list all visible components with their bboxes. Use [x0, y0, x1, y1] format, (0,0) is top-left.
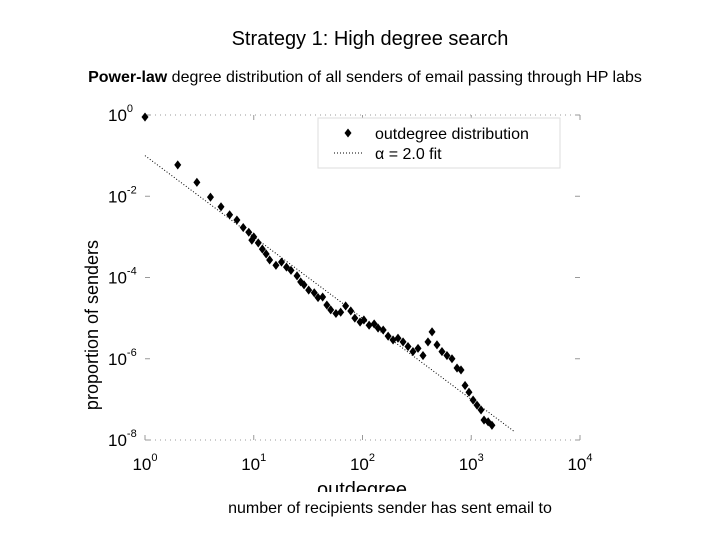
data-point — [374, 323, 382, 333]
data-point — [254, 238, 262, 248]
data-point — [465, 387, 473, 397]
data-point — [245, 227, 253, 237]
x-tick-label: 102 — [350, 452, 375, 474]
data-point — [310, 288, 318, 298]
caption: number of recipients sender has sent ema… — [228, 500, 552, 517]
data-point — [351, 313, 359, 323]
legend-label: α = 2.0 fit — [375, 146, 442, 163]
data-point — [419, 350, 427, 361]
data-point — [428, 327, 436, 337]
data-point — [448, 354, 456, 364]
data-point — [409, 347, 417, 357]
legend-box — [317, 117, 561, 169]
data-point — [384, 331, 392, 341]
data-point — [484, 417, 492, 427]
data-point — [370, 319, 378, 329]
data-point — [239, 222, 247, 233]
data-point — [327, 305, 335, 315]
data-point — [282, 262, 290, 272]
data-point — [314, 293, 322, 303]
data-point — [347, 306, 355, 316]
data-point — [365, 320, 373, 330]
data-point — [414, 343, 422, 353]
data-point — [443, 350, 451, 361]
fit-line — [144, 155, 515, 433]
data-point — [206, 192, 214, 202]
data-point — [389, 335, 397, 345]
data-point — [337, 307, 345, 317]
data-point — [278, 257, 286, 267]
data-point — [473, 400, 481, 410]
data-point — [356, 317, 364, 327]
data-point — [394, 333, 402, 343]
y-tick-label: 10-2 — [108, 184, 137, 206]
data-point — [193, 177, 201, 187]
data-point — [461, 380, 469, 391]
data-point — [287, 265, 295, 275]
x-tick-label: 103 — [459, 452, 484, 474]
data-point — [457, 365, 465, 375]
data-point — [323, 300, 331, 310]
data-point — [438, 347, 446, 357]
subtitle-part: Power-law — [88, 69, 168, 86]
data-point — [305, 285, 313, 295]
data-point — [266, 255, 274, 265]
x-tick-label: 104 — [567, 452, 592, 474]
data-point — [233, 215, 241, 225]
data-point — [174, 160, 182, 170]
legend-label: outdegree distribution — [375, 126, 529, 143]
data-point — [433, 340, 441, 350]
data-point — [477, 405, 485, 415]
y-tick-label: 10-4 — [108, 266, 137, 288]
data-point — [293, 271, 301, 281]
data-point — [141, 112, 149, 122]
data-point — [488, 420, 496, 430]
data-point — [342, 301, 350, 311]
data-point — [217, 202, 225, 212]
y-axis-label: proportion of senders — [82, 240, 102, 410]
data-point — [272, 260, 280, 270]
y-tick-label: 100 — [108, 103, 133, 125]
legend-marker — [344, 128, 352, 138]
data-point — [480, 415, 488, 425]
y-tick-label: 10-6 — [108, 347, 137, 369]
data-point — [399, 337, 407, 347]
data-point — [404, 341, 412, 352]
subtitle-part: degree distribution of all senders of em… — [167, 69, 642, 86]
caption-background — [150, 492, 590, 540]
data-point — [248, 235, 256, 245]
x-tick-label: 101 — [241, 452, 266, 474]
y-tick-label: 10-8 — [108, 428, 137, 450]
data-point — [258, 244, 266, 254]
x-tick-label: 100 — [132, 452, 157, 474]
data-point — [319, 292, 327, 302]
data-point — [262, 249, 270, 259]
chart-subtitle: Power-law degree distribution of all sen… — [88, 69, 642, 86]
data-point — [379, 325, 387, 335]
data-point — [332, 308, 340, 319]
data-point — [226, 210, 234, 220]
chart-title: Strategy 1: High degree search — [232, 28, 509, 50]
data-point — [424, 337, 432, 347]
data-point — [300, 280, 308, 290]
